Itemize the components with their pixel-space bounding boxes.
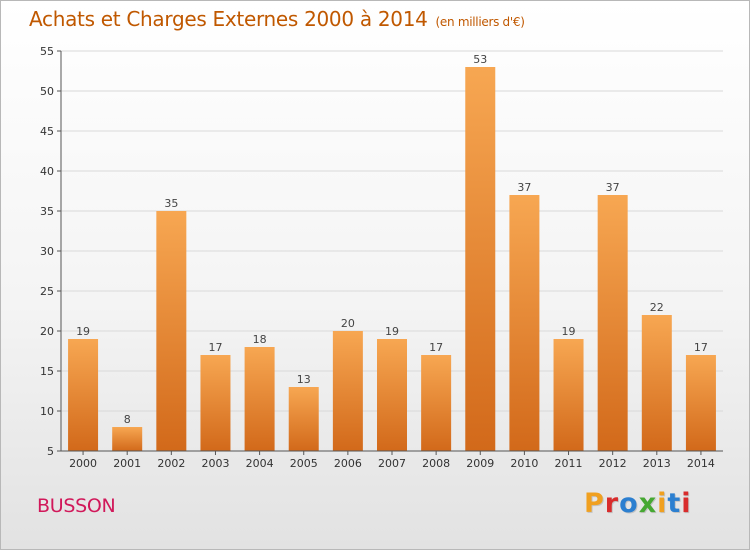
- y-tick-label: 45: [40, 125, 54, 138]
- x-tick-label: 2004: [246, 457, 274, 470]
- x-tick-label: 2006: [334, 457, 362, 470]
- logo-letter: r: [604, 488, 620, 519]
- y-tick-label: 5: [47, 445, 54, 458]
- bar-2006: [332, 331, 363, 451]
- logo-letter: o: [619, 488, 639, 519]
- bar-value-label: 17: [694, 341, 708, 354]
- bar-value-label: 19: [562, 325, 576, 338]
- axes: 5 10 15 20 25 30 35 40 45 50 55 2000 2001 2002 2003 200…: [40, 45, 723, 470]
- bar-2014: [685, 355, 716, 451]
- bar-value-label: 19: [385, 325, 399, 338]
- y-tick-label: 25: [40, 285, 54, 298]
- y-tick-label: 55: [40, 45, 54, 58]
- bar-2009: [465, 67, 496, 451]
- bar-value-label: 17: [429, 341, 443, 354]
- place-name: BUSSON: [37, 495, 116, 517]
- bar-2010: [509, 195, 540, 451]
- bar-2000: [68, 339, 99, 451]
- bar-2005: [288, 387, 319, 451]
- bar-2001: [112, 427, 143, 451]
- bar-2002: [156, 211, 187, 451]
- logo-letter: i: [657, 488, 668, 519]
- logo-letter: x: [638, 488, 658, 519]
- y-tick-label: 40: [40, 165, 54, 178]
- bar-value-label: 37: [517, 181, 531, 194]
- x-tick-label: 2001: [113, 457, 141, 470]
- x-tick-label: 2010: [510, 457, 538, 470]
- y-tick-label: 30: [40, 245, 54, 258]
- bar-value-label: 18: [253, 333, 267, 346]
- bar-2008: [421, 355, 452, 451]
- bars: 19 8 35 17 18 13 20 19 17 53 37 19 37 22 17: [68, 53, 716, 451]
- chart-title: Achats et Charges Externes 2000 à 2014 (e…: [29, 7, 525, 31]
- bar-2004: [244, 347, 275, 451]
- x-tick-label: 2012: [599, 457, 627, 470]
- bar-value-label: 13: [297, 373, 311, 386]
- x-tick-label: 2014: [687, 457, 715, 470]
- x-tick-label: 2002: [157, 457, 185, 470]
- x-tick-label: 2011: [555, 457, 583, 470]
- x-tick-label: 2000: [69, 457, 97, 470]
- bar-value-label: 8: [124, 413, 131, 426]
- x-tick-label: 2007: [378, 457, 406, 470]
- y-tick-label: 15: [40, 365, 54, 378]
- x-tick-label: 2009: [466, 457, 494, 470]
- bar-2003: [200, 355, 231, 451]
- y-tick-label: 20: [40, 325, 54, 338]
- x-tick-label: 2003: [201, 457, 229, 470]
- proxiti-logo[interactable]: Proxiti: [584, 488, 692, 519]
- bar-value-label: 19: [76, 325, 90, 338]
- y-tick-label: 10: [40, 405, 54, 418]
- logo-letter: t: [667, 488, 682, 519]
- bar-value-label: 53: [473, 53, 487, 66]
- chart-unit-label: (en milliers d'€): [435, 15, 525, 29]
- logo-letter: i: [681, 488, 692, 519]
- bar-2007: [377, 339, 407, 451]
- bar-value-label: 17: [208, 341, 222, 354]
- x-tick-label: 2008: [422, 457, 450, 470]
- bar-2013: [641, 315, 672, 451]
- bar-value-label: 37: [606, 181, 620, 194]
- y-tick-label: 50: [40, 85, 54, 98]
- bar-2011: [553, 339, 584, 451]
- bar-value-label: 35: [164, 197, 178, 210]
- chart-title-text: Achats et Charges Externes 2000 à 2014: [29, 7, 428, 31]
- y-tick-label: 35: [40, 205, 54, 218]
- x-tick-label: 2005: [290, 457, 318, 470]
- x-tick-label: 2013: [643, 457, 671, 470]
- logo-letter: P: [584, 488, 605, 519]
- bar-value-label: 20: [341, 317, 355, 330]
- bar-2012: [597, 195, 628, 451]
- bar-value-label: 22: [650, 301, 664, 314]
